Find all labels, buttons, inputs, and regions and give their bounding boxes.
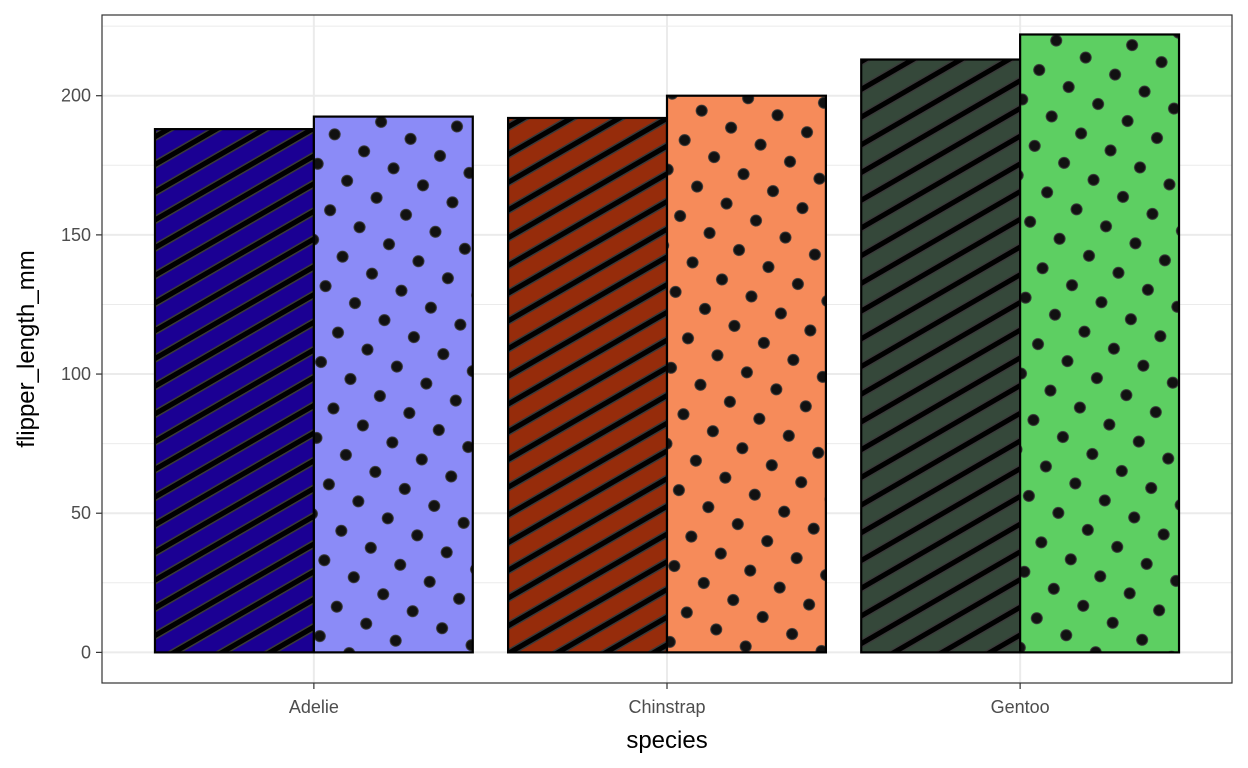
- bar-chinstrap-stripe: [506, 116, 669, 654]
- x-tick-label: Gentoo: [991, 697, 1050, 717]
- bars: [153, 33, 1181, 654]
- y-tick-label: 150: [61, 225, 91, 245]
- bar-adelie-stripe: [153, 128, 315, 654]
- axes: 0 50 100 150 200 Adelie Chinstrap Gentoo: [61, 86, 1050, 717]
- bar-chinstrap-circle: [665, 94, 828, 654]
- bar-gentoo-stripe: [860, 58, 1022, 654]
- bar-gentoo-circle: [1019, 33, 1181, 654]
- x-axis-title: species: [626, 727, 707, 754]
- y-axis-title: flipper_length_mm: [13, 250, 40, 447]
- y-tick-label: 50: [71, 503, 91, 523]
- y-tick-label: 0: [81, 642, 91, 662]
- x-tick-label: Adelie: [289, 697, 339, 717]
- x-tick-label: Chinstrap: [628, 697, 705, 717]
- bar-adelie-circle: [312, 115, 474, 654]
- y-tick-label: 200: [61, 86, 91, 106]
- y-tick-label: 100: [61, 364, 91, 384]
